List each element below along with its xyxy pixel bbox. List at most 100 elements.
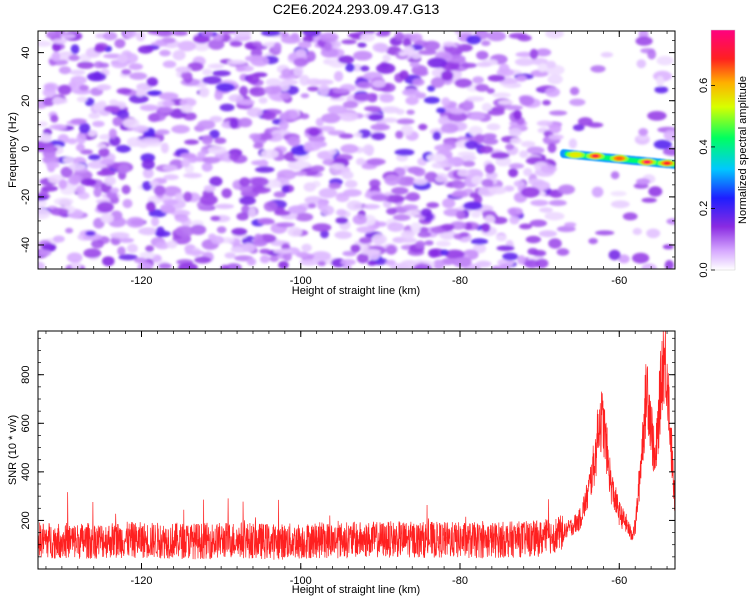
heatmap-noise-blob (236, 99, 255, 106)
heatmap-noise-blob (117, 164, 130, 174)
heatmap-noise-blob (369, 179, 381, 188)
heatmap-noise-blob (216, 226, 227, 234)
heatmap-noise-blob (540, 164, 557, 174)
heatmap-noise-blob (208, 145, 227, 155)
heatmap-noise-blob (340, 144, 359, 154)
heatmap-noise-blob (162, 199, 179, 205)
heatmap-noise-blob (278, 120, 289, 131)
x-tick-label: -120 (130, 275, 152, 287)
heatmap-noise-blob (79, 122, 91, 134)
heatmap-noise-blob (49, 207, 69, 216)
heatmap-noise-blob (241, 205, 251, 215)
heatmap-noise-blob (488, 186, 507, 195)
heatmap-noise-blob (265, 78, 282, 87)
heatmap-noise-blob (472, 76, 484, 84)
heatmap-noise-blob (548, 238, 562, 249)
heatmap-noise-blob (513, 180, 525, 188)
heatmap-noise-blob (345, 63, 355, 72)
heatmap-noise-blob (118, 254, 138, 261)
heatmap-noise-blob (126, 137, 142, 147)
heatmap-noise-blob (475, 84, 490, 92)
heatmap-noise-blob (460, 155, 477, 161)
heatmap-noise-blob (636, 59, 647, 69)
colorbar-frame (710, 29, 736, 271)
heatmap-noise-layer (38, 31, 675, 269)
heatmap-noise-blob (193, 41, 210, 52)
heatmap-noise-blob (62, 157, 75, 164)
heatmap-noise-blob (384, 194, 405, 203)
heatmap-noise-blob (542, 99, 551, 106)
colorbar: 0.0 0.2 0.4 0.6 Normalized spectral amplitu… (698, 29, 749, 278)
heatmap-noise-blob (338, 112, 359, 122)
heatmap-noise-blob (355, 157, 366, 166)
heatmap-noise-blob (402, 204, 419, 211)
heatmap-noise-blob (239, 177, 251, 187)
heatmap-noise-blob (96, 170, 116, 177)
heatmap-noise-blob (510, 137, 522, 145)
heatmap-noise-blob (590, 65, 606, 73)
heatmap-noise-blob (261, 111, 277, 121)
heatmap-noise-blob (246, 257, 257, 266)
heatmap-noise-blob (564, 222, 577, 228)
heatmap-noise-blob (263, 85, 281, 95)
heatmap-noise-blob (69, 69, 86, 76)
heatmap-noise-blob (410, 222, 422, 233)
heatmap-noise-blob (381, 117, 398, 123)
heatmap-noise-blob (287, 226, 303, 237)
heatmap-noise-blob (548, 123, 562, 134)
heatmap-noise-blob (475, 260, 492, 268)
heatmap-noise-blob (172, 50, 186, 61)
heatmap-noise-blob (395, 130, 404, 139)
heatmap-noise-blob (75, 184, 86, 195)
heatmap-noise-blob (38, 208, 51, 220)
heatmap-noise-blob (618, 254, 630, 264)
heatmap-noise-blob (482, 133, 497, 140)
snr-ticks: -120 -100 -80 -60 200 400 600 800 (20, 331, 675, 587)
heatmap-noise-blob (444, 249, 465, 259)
heatmap-noise-blob (434, 176, 447, 183)
snr-y-axis-label: SNR (10 * v/v) (7, 415, 19, 485)
heatmap-noise-blob (418, 123, 428, 131)
heatmap-noise-blob (174, 192, 186, 200)
heatmap-noise-blob (368, 113, 384, 121)
heatmap-noise-blob (180, 104, 193, 113)
heatmap-noise-blob (647, 111, 667, 121)
heatmap-noise-blob (515, 51, 535, 58)
heatmap-noise-blob (85, 230, 96, 237)
heatmap-noise-blob (452, 181, 466, 190)
heatmap-noise-blob (180, 71, 193, 80)
heatmap-noise-blob (138, 227, 158, 236)
heatmap-noise-blob (343, 189, 362, 197)
heatmap-noise-blob (137, 262, 153, 269)
heatmap-noise-blob (321, 113, 341, 124)
heatmap-noise-blob (379, 94, 395, 103)
heatmap-noise-blob (149, 180, 159, 187)
x-tick-label: -100 (290, 275, 312, 287)
heatmap-noise-blob (385, 244, 397, 255)
colorbar-tick-label: 0.2 (698, 201, 710, 216)
heatmap-noise-blob (202, 76, 222, 85)
heatmap-noise-blob (474, 133, 485, 142)
heatmap-noise-blob (76, 96, 88, 103)
heatmap-noise-blob (320, 229, 329, 239)
heatmap-noise-blob (462, 160, 476, 167)
x-tick-label: -60 (611, 275, 627, 287)
heatmap-noise-blob (177, 40, 197, 52)
heatmap-noise-blob (490, 152, 510, 159)
heatmap-noise-blob (346, 200, 363, 211)
heatmap-noise-blob (232, 31, 252, 38)
heatmap-noise-blob (305, 50, 316, 62)
heatmap-noise-blob (180, 97, 197, 107)
heatmap-noise-blob (502, 252, 519, 261)
heatmap-noise-blob (568, 138, 578, 149)
heatmap-noise-blob (174, 225, 195, 237)
heatmap-noise-blob (572, 124, 585, 131)
heatmap-noise-blob (68, 174, 81, 185)
heatmap-noise-blob (294, 171, 307, 177)
heatmap-noise-blob (376, 63, 396, 74)
snr-panel: -120 -100 -80 -60 200 400 600 800 Height of str… (7, 330, 676, 596)
heatmap-noise-blob (366, 106, 382, 113)
heatmap-noise-blob (41, 185, 58, 192)
heatmap-noise-blob (463, 99, 474, 110)
heatmap-noise-blob (405, 96, 419, 106)
